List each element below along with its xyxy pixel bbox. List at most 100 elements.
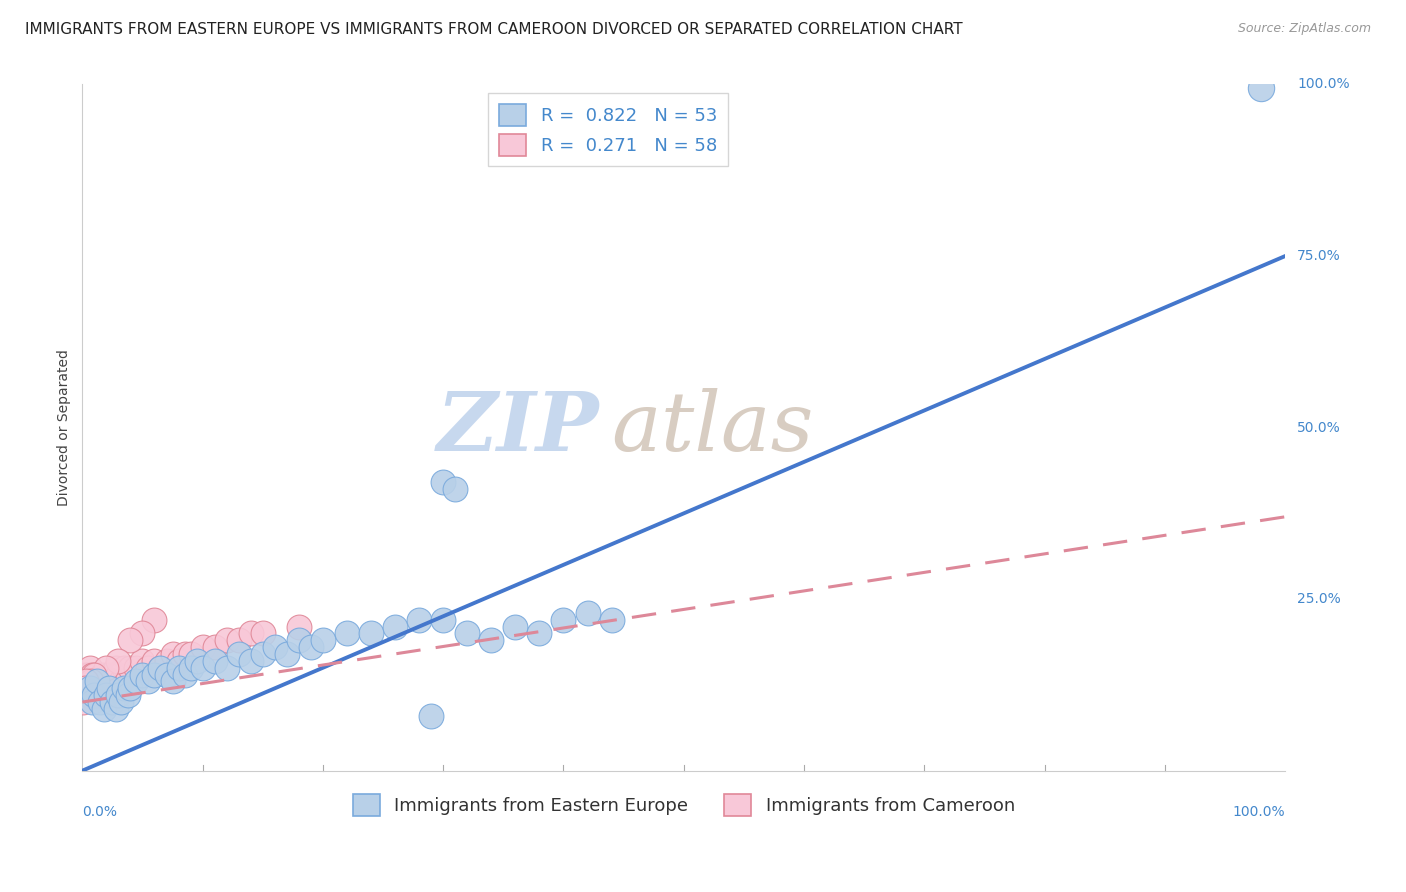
Point	[120, 633, 142, 648]
Point	[83, 688, 105, 702]
Point	[420, 708, 443, 723]
Point	[96, 688, 118, 702]
Point	[239, 626, 262, 640]
Point	[173, 647, 195, 661]
Point	[204, 654, 226, 668]
Point	[553, 613, 575, 627]
Point	[191, 640, 214, 655]
Point	[131, 626, 153, 640]
Point	[288, 633, 311, 648]
Point	[505, 619, 527, 633]
Point	[143, 654, 166, 668]
Point	[228, 647, 250, 661]
Point	[131, 667, 153, 681]
Point	[93, 702, 115, 716]
Text: 100.0%: 100.0%	[1233, 805, 1285, 819]
Point	[384, 619, 406, 633]
Point	[77, 688, 100, 702]
Point	[444, 483, 467, 497]
Point	[149, 661, 172, 675]
Point	[312, 633, 335, 648]
Point	[180, 661, 202, 675]
Point	[110, 674, 132, 689]
Point	[104, 661, 127, 675]
Text: 100.0%: 100.0%	[1298, 78, 1350, 92]
Point	[107, 688, 129, 702]
Point	[600, 613, 623, 627]
Point	[80, 681, 103, 696]
Point	[162, 674, 184, 689]
Point	[84, 667, 107, 681]
Text: 75.0%: 75.0%	[1298, 249, 1341, 263]
Point	[107, 667, 129, 681]
Point	[100, 674, 122, 689]
Point	[72, 695, 94, 709]
Point	[215, 661, 238, 675]
Point	[125, 661, 148, 675]
Point	[91, 688, 114, 702]
Point	[83, 667, 105, 681]
Point	[112, 661, 135, 675]
Point	[80, 667, 103, 681]
Point	[288, 619, 311, 633]
Text: Source: ZipAtlas.com: Source: ZipAtlas.com	[1237, 22, 1371, 36]
Point	[82, 681, 104, 696]
Y-axis label: Divorced or Separated: Divorced or Separated	[58, 349, 72, 506]
Point	[167, 654, 190, 668]
Point	[97, 681, 120, 696]
Point	[79, 661, 101, 675]
Point	[73, 681, 96, 696]
Point	[263, 640, 285, 655]
Point	[186, 654, 208, 668]
Legend: Immigrants from Eastern Europe, Immigrants from Cameroon: Immigrants from Eastern Europe, Immigran…	[346, 787, 1022, 823]
Point	[86, 674, 108, 689]
Text: IMMIGRANTS FROM EASTERN EUROPE VS IMMIGRANTS FROM CAMEROON DIVORCED OR SEPARATED: IMMIGRANTS FROM EASTERN EUROPE VS IMMIGR…	[25, 22, 963, 37]
Point	[173, 667, 195, 681]
Point	[104, 702, 127, 716]
Text: ZIP: ZIP	[437, 387, 599, 467]
Point	[107, 654, 129, 668]
Point	[79, 681, 101, 696]
Point	[80, 674, 103, 689]
Point	[97, 667, 120, 681]
Point	[162, 647, 184, 661]
Point	[360, 626, 382, 640]
Point	[80, 695, 103, 709]
Point	[93, 674, 115, 689]
Point	[576, 606, 599, 620]
Point	[149, 661, 172, 675]
Point	[120, 661, 142, 675]
Point	[408, 613, 430, 627]
Point	[276, 647, 298, 661]
Point	[83, 674, 105, 689]
Point	[86, 681, 108, 696]
Point	[180, 647, 202, 661]
Point	[479, 633, 502, 648]
Point	[117, 667, 139, 681]
Point	[77, 667, 100, 681]
Point	[228, 633, 250, 648]
Point	[432, 475, 454, 490]
Point	[1250, 81, 1272, 95]
Point	[131, 654, 153, 668]
Point	[96, 661, 118, 675]
Point	[89, 695, 111, 709]
Text: 50.0%: 50.0%	[1298, 420, 1341, 434]
Point	[239, 654, 262, 668]
Point	[87, 674, 110, 689]
Point	[117, 688, 139, 702]
Point	[432, 613, 454, 627]
Point	[94, 681, 117, 696]
Point	[155, 654, 177, 668]
Point	[191, 661, 214, 675]
Point	[155, 667, 177, 681]
Text: atlas: atlas	[612, 387, 814, 467]
Point	[112, 681, 135, 696]
Point	[167, 661, 190, 675]
Point	[96, 674, 118, 689]
Point	[89, 681, 111, 696]
Point	[456, 626, 478, 640]
Point	[89, 688, 111, 702]
Point	[204, 640, 226, 655]
Point	[76, 681, 98, 696]
